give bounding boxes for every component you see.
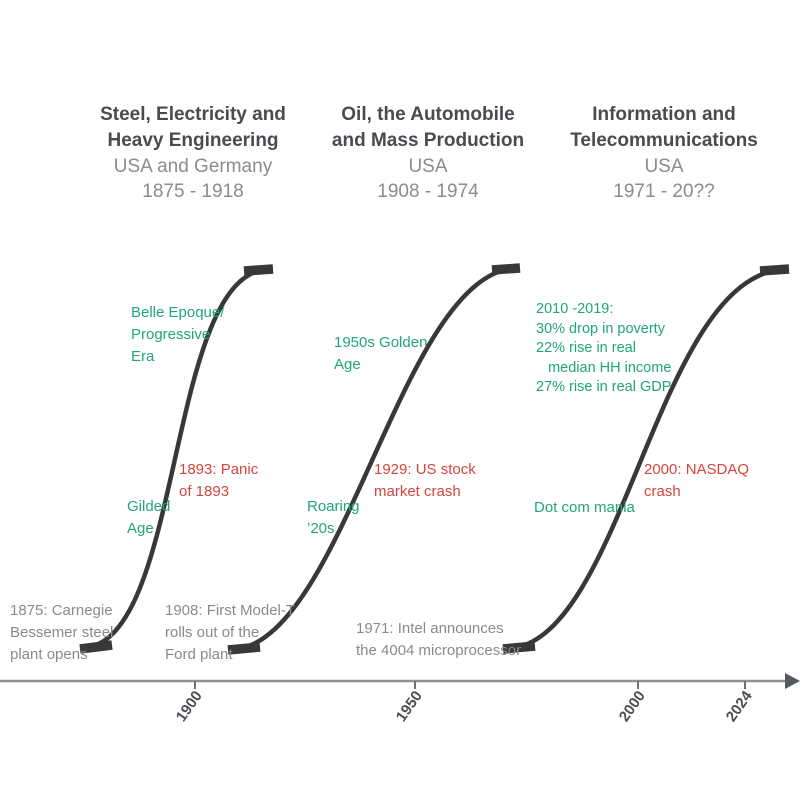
era-title: Steel, Electricity and Heavy Engineering [100, 104, 286, 151]
annotation-carnegie-1875: 1875: Carnegie Bessemer steel plant open… [10, 602, 114, 663]
s-curve-steel-end-cap [243, 264, 274, 276]
s-curve-info-start-cap [502, 641, 536, 654]
axis-arrow-icon [785, 673, 800, 689]
era-title: Oil, the Automobile and Mass Production [331, 104, 525, 151]
s-curve-info [504, 266, 789, 652]
s-curve-steel [81, 266, 271, 651]
annotation-belle-epoque: Belle Epoque/ Progressive Era [131, 304, 225, 365]
era-region: USA and Germany [113, 156, 273, 177]
annotation-model-t-1908: 1908: First Model-T rolls out of the For… [165, 602, 296, 663]
era-years: 1971 - 20?? [613, 181, 715, 202]
annotation-crash-1929: 1929: US stock market crash [374, 461, 476, 500]
annotation-roaring-20s: Roaring ’20s [307, 498, 360, 537]
era-years: 1908 - 1974 [377, 181, 479, 202]
s-curve-info-end-cap [759, 264, 790, 276]
annotation-panic-1893: 1893: Panic of 1893 [179, 461, 259, 500]
annotation-boom-2010s: 2010 -2019: 30% drop in poverty 22% rise… [536, 301, 672, 395]
s-curve-oil-end-cap [491, 263, 521, 275]
era-region: USA [644, 156, 684, 177]
annotation-dot-com-mania: Dot com mania [534, 499, 635, 516]
annotation-nasdaq-2000: 2000: NASDAQ crash [644, 461, 750, 500]
era-years: 1875 - 1918 [142, 181, 244, 202]
tick-label-2024: 2024 [723, 687, 756, 725]
annotation-golden-age-1950s: 1950s Golden Age [334, 334, 428, 373]
annotation-gilded-age: Gilded Age [127, 498, 171, 537]
header-steel: Steel, Electricity and Heavy Engineering… [73, 102, 313, 204]
header-info: Information and Telecommunications USA 1… [544, 102, 784, 204]
header-oil: Oil, the Automobile and Mass Production … [308, 102, 548, 204]
tick-label-1950: 1950 [393, 688, 426, 725]
s-curve-steel-start-cap [79, 640, 113, 654]
tick-label-2000: 2000 [616, 688, 649, 725]
era-title: Information and Telecommunications [570, 104, 758, 151]
annotation-intel-1971: 1971: Intel announces the 4004 microproc… [356, 620, 522, 659]
era-region: USA [408, 156, 448, 177]
s-curve-oil-start-cap [227, 642, 261, 655]
s-curve-oil [229, 265, 519, 653]
tick-label-1900: 1900 [173, 688, 206, 725]
